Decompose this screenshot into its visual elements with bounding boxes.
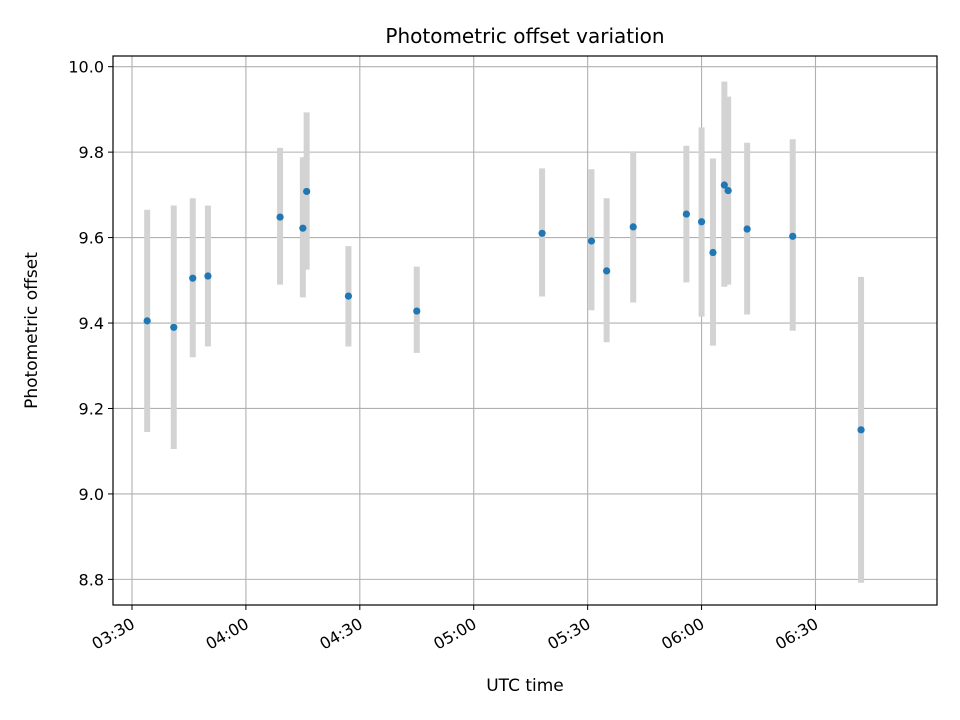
y-tick-label: 9.4 (79, 314, 104, 333)
data-point (857, 426, 865, 434)
data-point (789, 232, 797, 240)
data-point (697, 218, 706, 226)
x-axis-title: UTC time (486, 676, 564, 696)
y-axis-title: Photometric offset (22, 252, 42, 409)
error-bars (144, 81, 865, 583)
y-tick-label: 8.8 (79, 570, 104, 589)
data-point (629, 223, 637, 231)
data-point (204, 272, 212, 280)
chart-title: Photometric offset variation (385, 24, 664, 48)
data-point (538, 229, 546, 237)
x-tick-label: 06:30 (772, 614, 821, 654)
data-point (276, 213, 284, 221)
data-point (587, 237, 596, 245)
data-point (709, 248, 717, 257)
data-point (143, 317, 151, 325)
data-point (720, 181, 728, 189)
data-point (299, 224, 307, 232)
y-tick-label: 10.0 (68, 58, 104, 77)
data-point (724, 186, 732, 195)
plot-frame (112, 55, 938, 606)
x-tick-label: 05:30 (544, 614, 593, 654)
data-point (303, 187, 311, 196)
data-points (143, 181, 865, 434)
x-tick-label: 05:00 (430, 614, 479, 654)
x-tick-label: 06:00 (658, 614, 707, 654)
y-tick-label: 9.0 (79, 485, 104, 504)
x-tick-label: 03:30 (89, 614, 138, 654)
y-tick-label: 9.2 (79, 399, 104, 418)
grid (113, 56, 937, 605)
axis-ticks: 03:30 04:00 04:30 05:00 05:30 06:00 06:30 8.8 9.… (68, 58, 821, 654)
data-point (682, 210, 690, 218)
data-point (603, 267, 611, 275)
data-point (170, 323, 178, 331)
x-tick-label: 04:30 (316, 614, 365, 654)
y-tick-label: 9.8 (79, 143, 104, 162)
data-point (413, 307, 421, 315)
y-tick-label: 9.6 (79, 229, 104, 248)
data-point (189, 274, 197, 282)
data-point (344, 292, 353, 300)
x-tick-label: 04:00 (202, 614, 251, 654)
data-point (743, 225, 751, 233)
